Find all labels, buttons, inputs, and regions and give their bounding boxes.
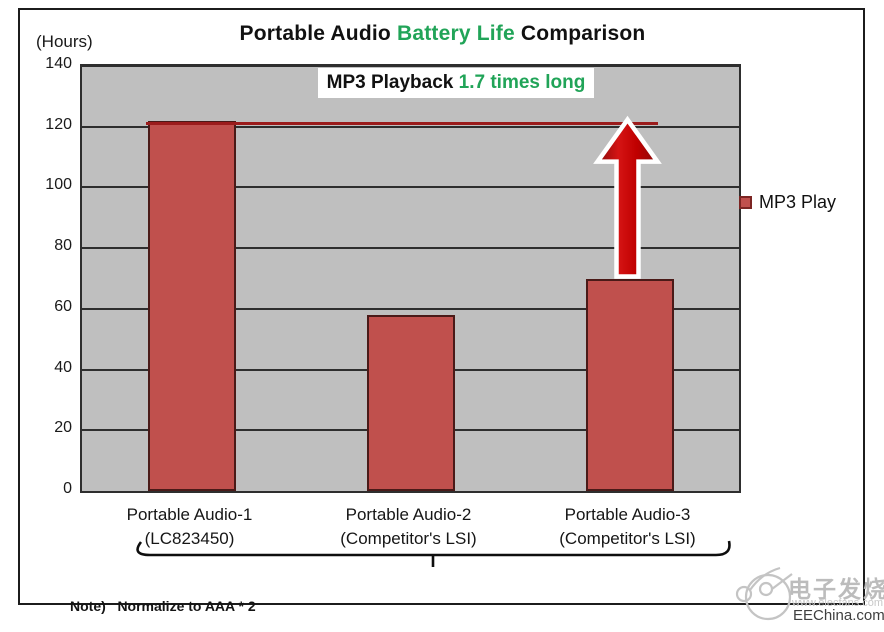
- gridline: [82, 247, 739, 250]
- chart-title: Portable Audio Battery Life Comparison: [18, 22, 867, 46]
- gridline: [82, 65, 739, 67]
- y-tick-label: 60: [54, 297, 72, 315]
- legend-label: MP3 Play: [759, 192, 837, 212]
- y-tick-label: 120: [45, 115, 72, 133]
- callout-highlight: 1.7 times long: [458, 72, 586, 93]
- y-tick-label: 20: [54, 419, 72, 437]
- legend-marker-icon: [739, 196, 752, 209]
- y-tick-label: 40: [54, 358, 72, 376]
- y-tick-label: 0: [63, 480, 72, 497]
- gridline: [82, 307, 739, 310]
- chart-title-part1: Portable Audio: [239, 22, 397, 45]
- footnotes: Note) Normalize to AAA * 2 Source) Porta…: [70, 556, 414, 632]
- reference-line: [145, 121, 658, 125]
- y-tick-label: 140: [45, 55, 72, 72]
- y-axis-unit-label: (Hours): [36, 32, 93, 51]
- gridline: [82, 125, 739, 128]
- category-label: Portable Audio-3: [564, 505, 691, 524]
- note-line: Note) Normalize to AAA * 2: [70, 598, 256, 614]
- y-tick-label: 80: [54, 237, 72, 255]
- category-label-group: Portable Audio-2 (Competitor's LSI): [294, 503, 524, 551]
- category-label: Portable Audio-1: [126, 505, 253, 524]
- category-label-group: Portable Audio-3 (Competitor's LSI): [513, 503, 743, 551]
- bar-2: [366, 314, 455, 491]
- category-sublabel: (LC823450): [144, 529, 235, 548]
- plot-area: [80, 64, 741, 493]
- watermark-eechina: EEChina.com: [793, 607, 884, 624]
- category-sublabel: (Competitor's LSI): [559, 529, 696, 548]
- callout-prefix: MP3 Playback: [326, 72, 459, 93]
- bar-3: [585, 278, 674, 491]
- category-label: Portable Audio-2: [345, 505, 472, 524]
- gridline: [82, 186, 739, 189]
- watermark-url: www.elecfans.com: [792, 597, 884, 609]
- category-sublabel: (Competitor's LSI): [340, 529, 477, 548]
- chart-title-highlight: Battery Life: [396, 22, 515, 45]
- y-tick-label: 100: [45, 176, 72, 194]
- bar-1: [147, 120, 236, 491]
- legend: MP3 Play: [739, 192, 836, 213]
- watermark-chinese-brand: 电子发烧友: [788, 576, 884, 602]
- callout-box: MP3 Playback 1.7 times long: [318, 68, 594, 98]
- chart-title-part2: Comparison: [514, 22, 646, 45]
- category-label-group: Portable Audio-1 (LC823450): [75, 503, 305, 551]
